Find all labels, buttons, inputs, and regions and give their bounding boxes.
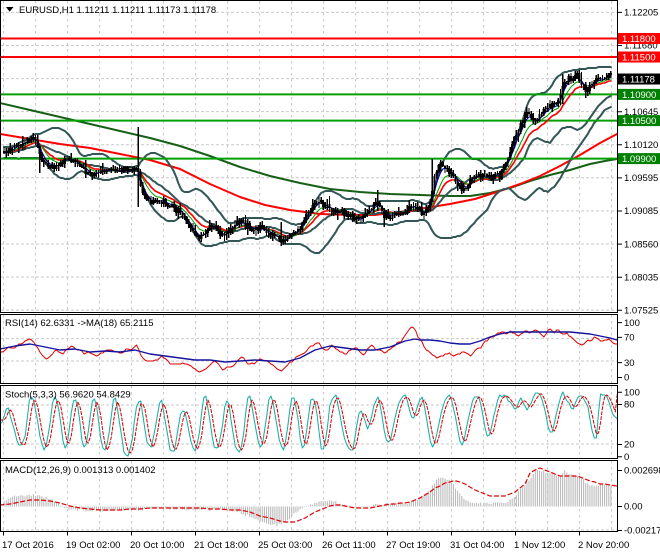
- svg-text:70: 70: [624, 333, 635, 344]
- svg-text:1.09900: 1.09900: [622, 154, 656, 165]
- svg-text:26 Oct 11:00: 26 Oct 11:00: [322, 540, 376, 551]
- svg-text:100: 100: [624, 388, 640, 399]
- svg-text:1 Nov 12:00: 1 Nov 12:00: [514, 540, 565, 551]
- svg-text:1.10645: 1.10645: [624, 107, 658, 118]
- svg-text:1.11680: 1.11680: [624, 41, 658, 52]
- svg-text:Stoch(5,3,3) 56.9620 54.8429: Stoch(5,3,3) 56.9620 54.8429: [5, 390, 131, 401]
- svg-text:30: 30: [624, 358, 635, 369]
- svg-text:2 Nov 20:00: 2 Nov 20:00: [578, 540, 629, 551]
- svg-text:0: 0: [624, 452, 629, 463]
- svg-text:17 Oct 2016: 17 Oct 2016: [2, 540, 54, 551]
- svg-text:80: 80: [624, 400, 635, 411]
- svg-text:0: 0: [624, 373, 629, 384]
- svg-text:21 Oct 18:00: 21 Oct 18:00: [194, 540, 248, 551]
- svg-text:1.07525: 1.07525: [624, 306, 658, 317]
- svg-text:31 Oct 04:00: 31 Oct 04:00: [450, 540, 504, 551]
- svg-text:27 Oct 19:00: 27 Oct 19:00: [386, 540, 440, 551]
- svg-text:1.11500: 1.11500: [622, 52, 656, 63]
- svg-text:1.08560: 1.08560: [624, 239, 658, 250]
- svg-text:1.09085: 1.09085: [624, 206, 658, 217]
- svg-text:1.10500: 1.10500: [622, 116, 656, 127]
- svg-text:1.11178: 1.11178: [622, 74, 655, 85]
- svg-text:20: 20: [624, 440, 635, 451]
- svg-text:0.002698: 0.002698: [624, 466, 660, 477]
- svg-text:25 Oct 03:00: 25 Oct 03:00: [258, 540, 312, 551]
- svg-text:MACD(12,26,9) 0.001313 0.00140: MACD(12,26,9) 0.001313 0.001402: [5, 465, 156, 476]
- svg-text:EURUSD,H1 1.11211 1.11211 1.1: EURUSD,H1 1.11211 1.11211 1.11173 1.1117…: [19, 5, 216, 16]
- svg-text:0.00: 0.00: [624, 502, 643, 513]
- svg-text:1.12205: 1.12205: [624, 8, 658, 19]
- svg-text:19 Oct 02:00: 19 Oct 02:00: [66, 540, 120, 551]
- svg-text:1.10120: 1.10120: [624, 140, 658, 151]
- svg-text:RSI(14) 62.6331 ->MA(18) 65.2: RSI(14) 62.6331 ->MA(18) 65.2115: [5, 318, 153, 329]
- svg-text:1.11800: 1.11800: [622, 34, 656, 45]
- svg-text:1.10900: 1.10900: [622, 90, 656, 101]
- svg-text:1.08035: 1.08035: [624, 272, 658, 283]
- svg-text:1.09595: 1.09595: [624, 173, 658, 184]
- svg-text:100: 100: [624, 318, 640, 329]
- svg-text:20 Oct 10:00: 20 Oct 10:00: [130, 540, 184, 551]
